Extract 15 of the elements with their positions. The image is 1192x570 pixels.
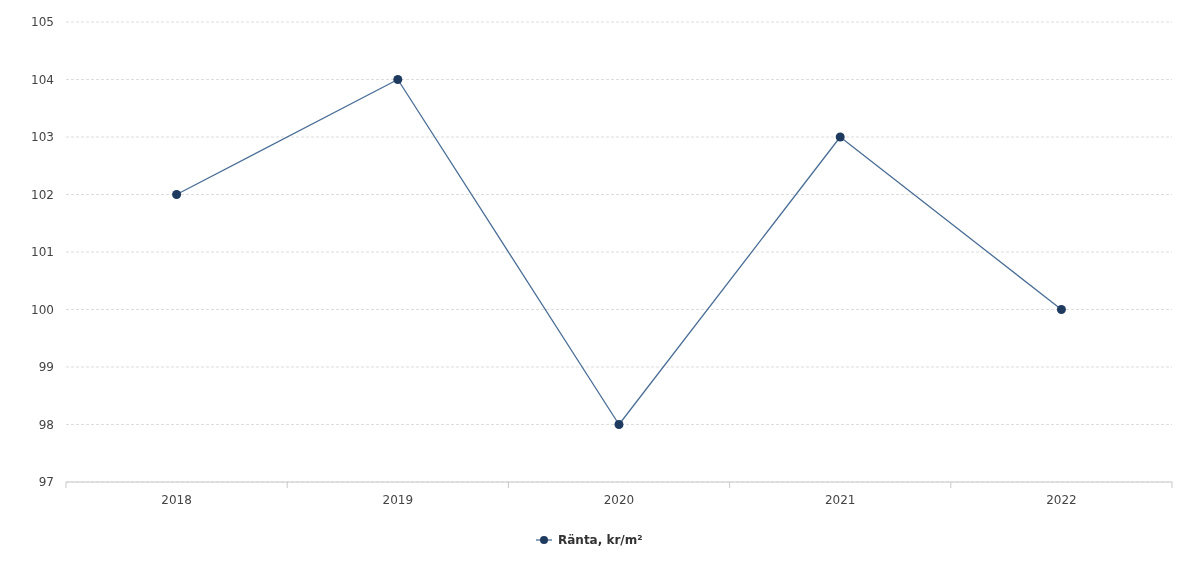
y-tick-label: 99 — [38, 360, 54, 375]
x-tick-label: 2018 — [161, 493, 192, 507]
y-tick-label: 103 — [31, 130, 54, 145]
y-tick-label: 100 — [31, 302, 54, 317]
legend-label: Ränta, kr/m² — [558, 533, 643, 548]
y-tick-label: 105 — [31, 15, 54, 30]
x-tick-label: 2020 — [603, 493, 635, 507]
y-tick-label: 102 — [31, 187, 54, 202]
x-tick-label: 2021 — [824, 493, 856, 507]
y-tick-label: 101 — [31, 245, 54, 260]
x-tick-label: 2019 — [382, 493, 414, 507]
y-tick-label: 98 — [38, 417, 54, 432]
y-tick-label: 104 — [31, 72, 54, 87]
y-tick-label: 97 — [38, 475, 54, 490]
x-tick-label: 2022 — [1046, 493, 1077, 507]
